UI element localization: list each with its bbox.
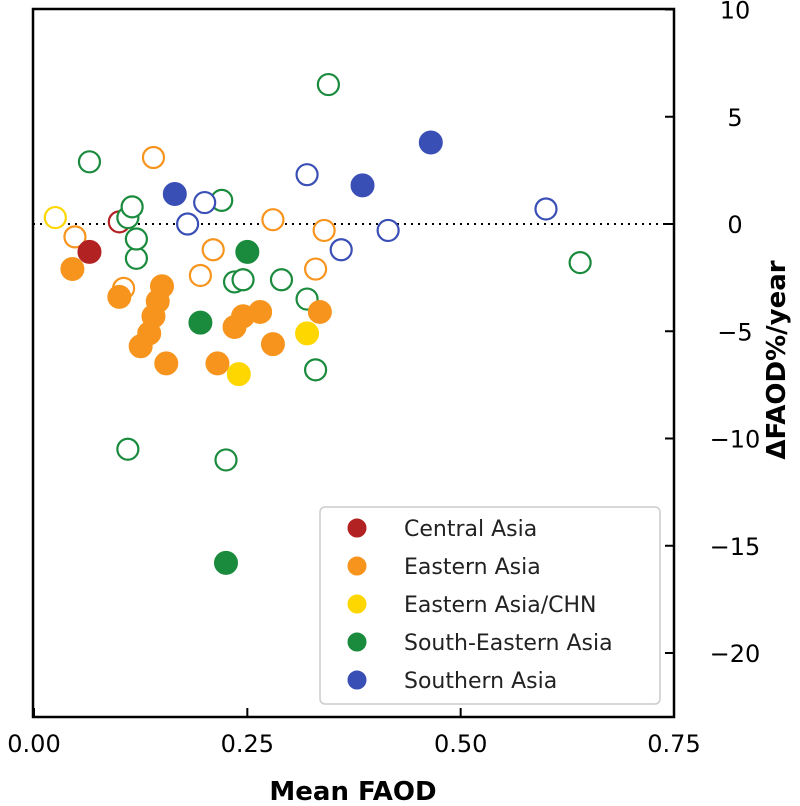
data-point-filled (260, 332, 285, 357)
y-tick-label: 10 (720, 0, 751, 25)
legend-item: Eastern Asia/CHN (347, 593, 596, 618)
data-point-filled (154, 351, 179, 376)
data-point-filled (350, 173, 375, 198)
data-point-filled (77, 239, 102, 264)
data-point-open (231, 268, 255, 292)
legend-marker (347, 594, 367, 614)
data-point-open (124, 227, 148, 251)
data-point-open (295, 163, 319, 187)
data-point-open (43, 205, 67, 230)
data-point-filled (295, 321, 320, 346)
legend-box (319, 506, 661, 705)
data-point-filled (188, 310, 213, 335)
data-point-open (261, 208, 285, 232)
x-tick-label: 0.00 (7, 730, 60, 758)
legend-label: Eastern Asia (404, 555, 541, 580)
data-point-open (304, 358, 328, 382)
y-tick-label: −20 (710, 640, 761, 668)
y-tick-label: −15 (710, 533, 761, 561)
data-point-open (376, 218, 400, 243)
data-point-filled (226, 362, 251, 387)
data-point-open (116, 437, 140, 461)
legend-item: Eastern Asia (347, 555, 541, 580)
legend-label: Southern Asia (404, 669, 557, 694)
data-point-filled (150, 274, 174, 299)
plot-frame (31, 7, 676, 719)
data-point-filled (214, 550, 238, 575)
tick-labels: 0.00 0.25 0.50 0.75 10 5 0 −5 −10 −15 −20 (7, 0, 760, 758)
data-point-open (329, 238, 353, 262)
data-point-open (534, 197, 558, 221)
legend-item: Central Asia (347, 517, 537, 542)
data-point-open (188, 263, 212, 288)
data-point-open (141, 145, 166, 170)
x-axis-title: Mean FAOD (269, 777, 436, 806)
data-point-filled (162, 181, 187, 206)
data-point-open (201, 238, 225, 262)
legend: Central Asia Eastern Asia Eastern Asia/CHN… (319, 506, 661, 705)
legend-label: South-Eastern Asia (404, 631, 613, 656)
data-point-open (269, 268, 294, 292)
legend-item: Southern Asia (347, 669, 557, 694)
data-point-filled (418, 130, 443, 155)
y-tick-label: 5 (727, 104, 742, 132)
data-point-filled (307, 299, 332, 324)
legend-marker (347, 518, 367, 538)
x-tick-label: 0.50 (434, 730, 487, 758)
legend-label: Central Asia (404, 517, 537, 542)
legend-marker (347, 556, 367, 576)
data-point-open (193, 190, 217, 215)
tick-marks (33, 8, 675, 717)
data-point-open (124, 246, 148, 270)
data-point-open (214, 448, 238, 472)
y-tick-label: 0 (727, 211, 742, 239)
data-point-open (312, 218, 336, 243)
y-tick-label: −5 (717, 318, 752, 346)
data-point-filled (235, 239, 260, 264)
y-axis-title: ΔFAOD%/year (762, 260, 792, 459)
x-tick-label: 0.25 (221, 730, 274, 758)
data-point-open (304, 257, 328, 281)
data-point-filled (107, 284, 132, 309)
data-point-open (63, 225, 87, 249)
data-point-filled (248, 299, 273, 324)
y-tick-label: −10 (710, 426, 761, 454)
legend-marker (347, 632, 367, 652)
data-points (43, 72, 592, 575)
data-point-open (568, 251, 592, 275)
data-point-filled (205, 351, 230, 376)
data-point-open (316, 72, 340, 97)
x-tick-label: 0.75 (647, 730, 700, 758)
data-point-open (77, 150, 102, 174)
data-point-open (120, 195, 144, 219)
legend-label: Eastern Asia/CHN (404, 593, 596, 618)
data-point-open (176, 212, 200, 236)
data-point-filled (60, 257, 85, 282)
legend-marker (347, 670, 367, 690)
legend-item: South-Eastern Asia (347, 631, 613, 656)
